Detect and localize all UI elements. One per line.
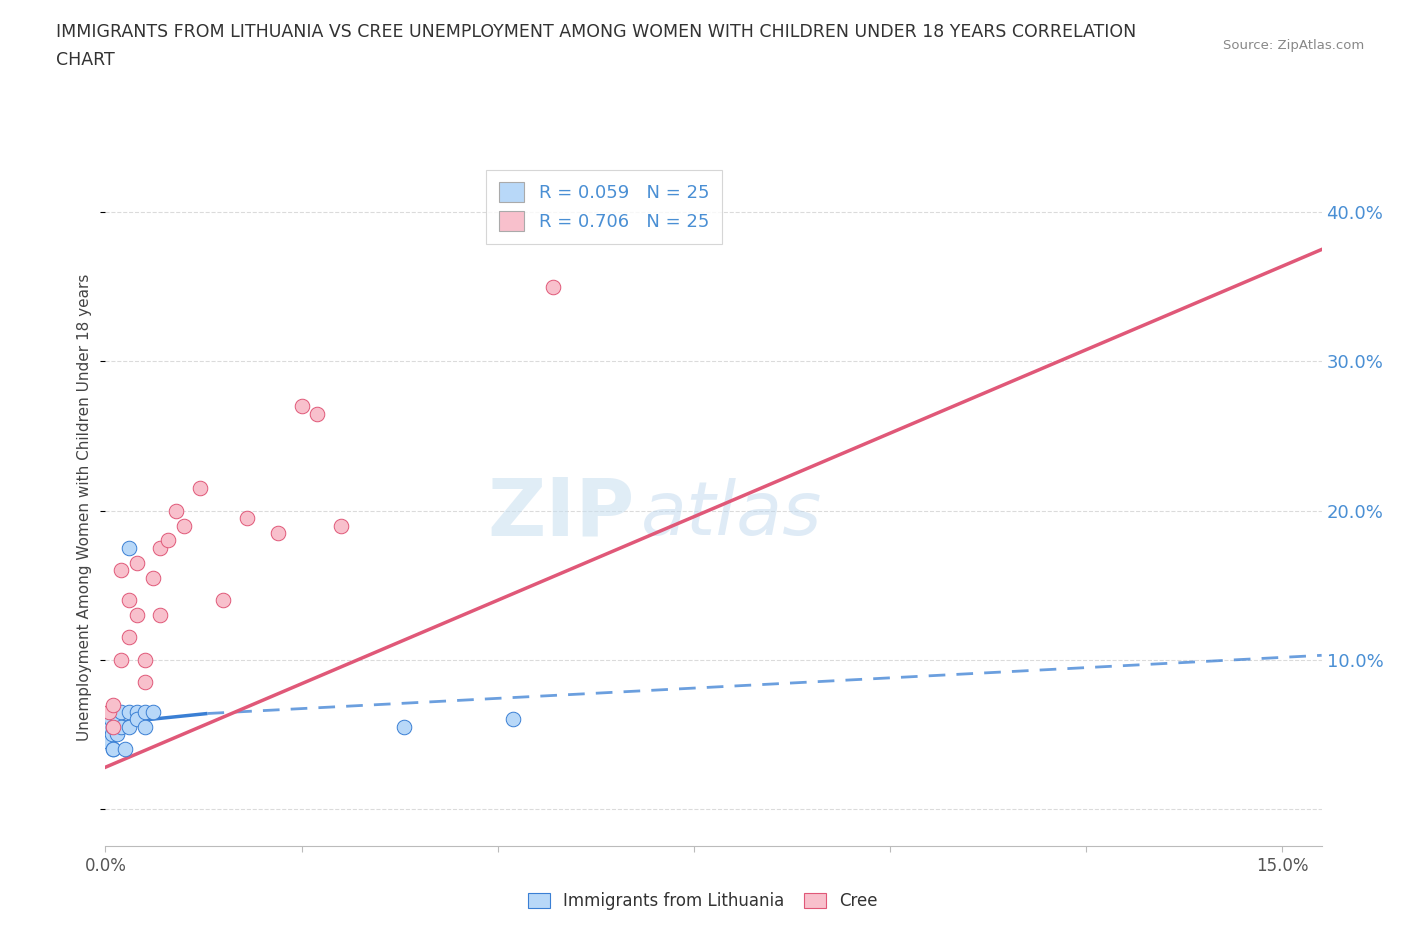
Point [100, 712, 122, 727]
Point [134, 652, 156, 667]
Point [98, 735, 121, 750]
Point [134, 705, 156, 720]
Point [212, 592, 235, 607]
Legend: R = 0.059   N = 25, R = 0.706   N = 25: R = 0.059 N = 25, R = 0.706 N = 25 [486, 169, 721, 244]
Point [103, 705, 125, 720]
Point [103, 698, 125, 712]
Point [235, 511, 257, 525]
Point [103, 720, 125, 735]
Point [165, 503, 187, 518]
Point [110, 563, 132, 578]
Point [502, 712, 524, 727]
Point [125, 607, 148, 622]
Point [103, 720, 125, 735]
Text: atlas: atlas [641, 478, 823, 550]
Point [110, 705, 132, 720]
Point [103, 742, 125, 757]
Point [104, 720, 127, 735]
Text: ZIP: ZIP [488, 474, 634, 552]
Point [329, 518, 352, 533]
Point [118, 705, 141, 720]
Point [392, 720, 415, 735]
Point [291, 399, 314, 414]
Point [98, 705, 121, 720]
Text: IMMIGRANTS FROM LITHUANIA VS CREE UNEMPLOYMENT AMONG WOMEN WITH CHILDREN UNDER 1: IMMIGRANTS FROM LITHUANIA VS CREE UNEMPL… [56, 23, 1136, 41]
Point [188, 481, 211, 496]
Legend: Immigrants from Lithuania, Cree: Immigrants from Lithuania, Cree [522, 885, 884, 917]
Point [110, 652, 132, 667]
Point [157, 533, 180, 548]
Point [100, 727, 122, 742]
Point [125, 705, 148, 720]
Point [110, 720, 132, 735]
Y-axis label: Unemployment Among Women with Children Under 18 years: Unemployment Among Women with Children U… [77, 273, 93, 740]
Point [118, 630, 141, 644]
Point [98, 720, 121, 735]
Text: CHART: CHART [56, 51, 115, 69]
Point [118, 540, 141, 555]
Point [134, 720, 156, 735]
Point [118, 720, 141, 735]
Point [114, 742, 136, 757]
Point [118, 592, 141, 607]
Point [149, 607, 172, 622]
Point [149, 540, 172, 555]
Point [141, 570, 163, 585]
Point [141, 705, 163, 720]
Point [541, 279, 564, 294]
Point [105, 727, 128, 742]
Point [125, 555, 148, 570]
Point [105, 712, 128, 727]
Point [101, 742, 124, 757]
Point [125, 712, 148, 727]
Point [267, 525, 290, 540]
Point [134, 675, 156, 690]
Point [173, 518, 195, 533]
Point [104, 705, 127, 720]
Point [307, 406, 329, 421]
Text: Source: ZipAtlas.com: Source: ZipAtlas.com [1223, 39, 1364, 52]
